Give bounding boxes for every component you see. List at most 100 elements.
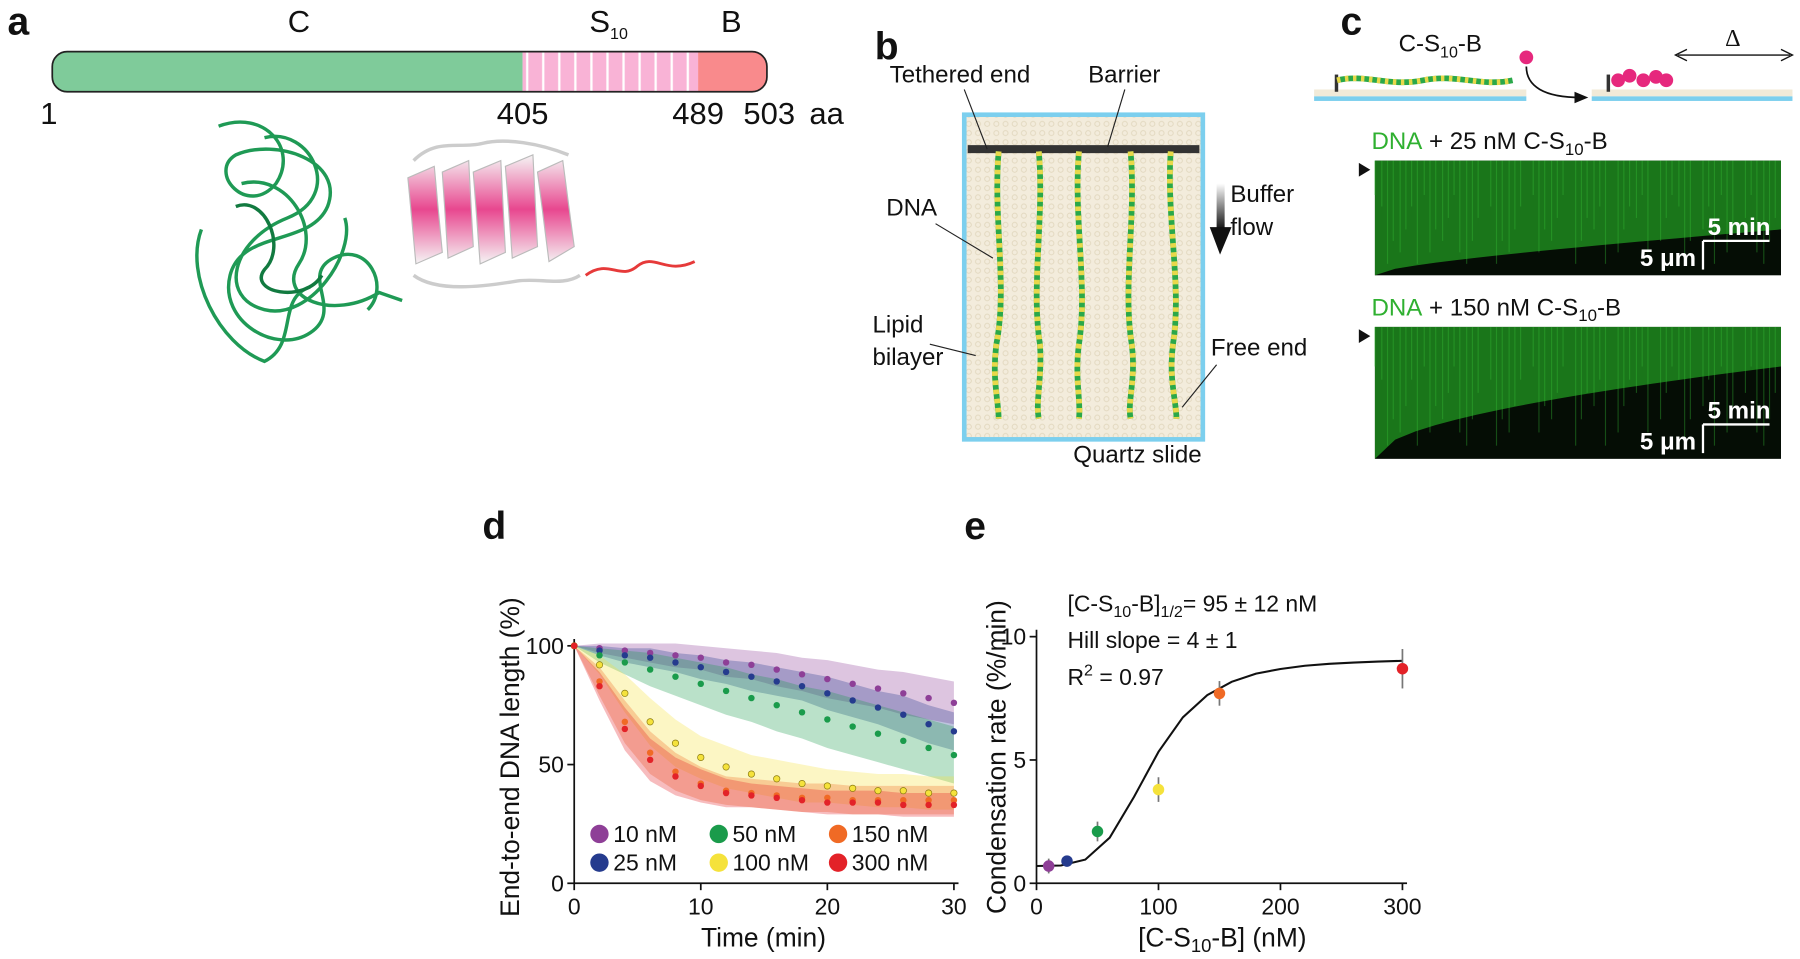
text-part: 10 [1191, 935, 1212, 956]
domain-label: C [288, 4, 310, 39]
data-point [900, 801, 907, 809]
text-part: Hill slope = 4 ± 1 [1067, 627, 1237, 653]
data-point [925, 801, 932, 809]
data-point [646, 756, 654, 764]
data-point [798, 682, 806, 690]
dna-strands [991, 151, 1180, 420]
panel-label: c [1340, 0, 1362, 43]
data-point [1091, 825, 1104, 838]
data-point [874, 787, 882, 795]
domain-label: S10 [589, 4, 628, 43]
data-point [621, 725, 629, 733]
x-tick-label: 10 [688, 893, 714, 919]
x-tick-label: 300 [1383, 893, 1421, 919]
y-tick-label: 50 [538, 752, 564, 778]
legend-marker [709, 853, 728, 872]
data-point [646, 749, 654, 756]
legend-marker [828, 853, 848, 872]
annotation: [C-S10-B]1/2= 95 ± 12 nM [1067, 590, 1317, 621]
y-tick-label: 0 [551, 870, 564, 896]
data-point [900, 711, 907, 718]
annotation: R2 = 0.97 [1067, 662, 1163, 690]
panel-label: a [8, 0, 30, 43]
text-part: + 150 nM C-S [1422, 294, 1578, 321]
data-point [672, 652, 679, 659]
text-part: 10 [1565, 140, 1584, 159]
data-point [824, 794, 831, 802]
text-part: 10 [1113, 603, 1131, 621]
position-label: 405 [497, 96, 549, 131]
text-part: -B [1584, 128, 1608, 155]
label: Lipid [872, 312, 923, 339]
data-point [1061, 855, 1073, 867]
data-point [798, 780, 806, 788]
data-point [646, 654, 654, 661]
data-point [722, 687, 730, 695]
y-axis-label: End-to-end DNA length (%) [495, 597, 525, 917]
data-point [849, 799, 856, 806]
data-point [672, 768, 679, 775]
data-point [925, 694, 932, 702]
x-axis-label: [C-S10-B] (nM) [1138, 922, 1307, 956]
data-point [900, 796, 907, 804]
data-point [646, 649, 654, 657]
data-point [824, 675, 831, 683]
data-point [950, 751, 958, 759]
data-point [773, 775, 781, 783]
text-part: [C-S [1067, 590, 1113, 616]
text-part: 2 [1084, 662, 1093, 680]
label: Buffer [1230, 181, 1294, 208]
error-band [574, 645, 954, 810]
data-point [621, 652, 629, 659]
y-tick-label: 10 [1001, 624, 1027, 650]
data-point [671, 739, 680, 747]
legend-label: 150 nM [852, 821, 929, 847]
unit-label: aa [809, 96, 844, 131]
data-point [824, 716, 831, 723]
data-point [646, 666, 654, 673]
data-point [900, 690, 907, 697]
text-part: = 0.97 [1093, 664, 1164, 690]
data-point [697, 654, 704, 661]
x-tick-label: 200 [1261, 893, 1299, 919]
chart-d: 0 50 100 0 10 20 30 10 nM 25 nM 50 nM 100 nM 150 nM… [495, 597, 967, 952]
x-tick-label: 100 [1139, 893, 1177, 919]
data-point [798, 671, 806, 678]
data-point [646, 718, 654, 726]
panel-label: e [964, 505, 986, 548]
data-point [1213, 687, 1226, 700]
x-tick-label: 20 [815, 893, 841, 919]
panel-label: d [482, 505, 506, 548]
x-tick-label: 30 [941, 893, 967, 919]
data-point [798, 796, 806, 804]
y-tick-label: 0 [1013, 870, 1026, 896]
data-point [596, 682, 603, 690]
start-marker [1358, 329, 1371, 343]
data-point [722, 763, 730, 771]
leader-lines [929, 89, 1218, 408]
error-band [574, 645, 954, 815]
position-label: 503 [743, 96, 795, 131]
text-part: DNA [1371, 128, 1423, 155]
annotation: Hill slope = 4 ± 1 [1067, 627, 1237, 653]
text-part: -B] (nM) [1211, 922, 1306, 952]
data-point [722, 659, 730, 666]
legend-marker [709, 824, 728, 844]
data-point [874, 704, 882, 711]
data-point [823, 782, 831, 790]
text-part: DNA [1371, 294, 1423, 321]
data-point [950, 728, 958, 735]
data-point [697, 753, 705, 761]
start-marker [1358, 162, 1371, 177]
data-point [596, 652, 603, 659]
x-axis-label: Time (min) [701, 922, 826, 952]
data-point [748, 694, 755, 702]
panel-label: b [875, 26, 899, 69]
data-point [697, 782, 704, 790]
x-tick-label: 0 [1030, 893, 1043, 919]
data-point [1396, 662, 1409, 675]
legend-marker [590, 824, 609, 844]
text-part: [C-S [1138, 922, 1191, 952]
y-tick-label: 5 [1013, 747, 1026, 773]
